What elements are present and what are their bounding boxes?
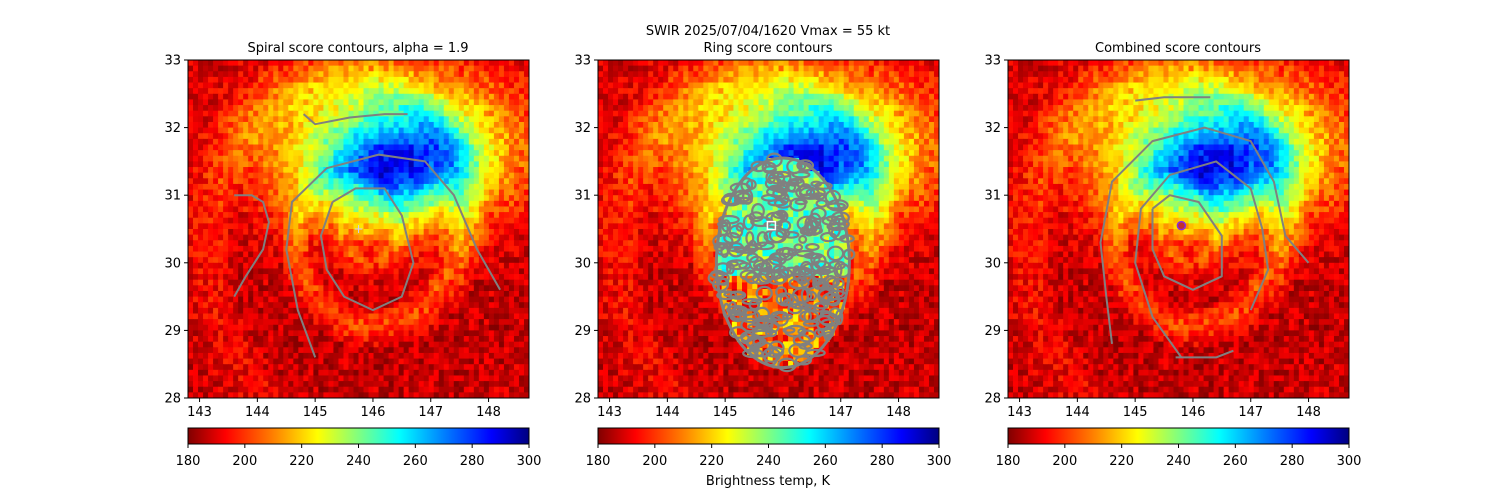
- x-tick-label: 148: [476, 405, 501, 420]
- tick-group: 143 144 145 146 147 148 28 29 30 31 32 33: [984, 54, 1321, 421]
- y-tick-label: 32: [574, 121, 591, 136]
- colorbar-tick-label: 220: [289, 454, 314, 469]
- y-tick-label: 30: [164, 256, 181, 271]
- colorbar-tick-label: 180: [176, 454, 201, 469]
- y-tick-label: 28: [574, 392, 591, 407]
- y-tick-label: 32: [164, 121, 181, 136]
- y-tick-label: 30: [984, 256, 1001, 271]
- x-tick-label: 146: [361, 405, 386, 420]
- colorbar-tick-label: 180: [586, 454, 611, 469]
- ring-score-region: [707, 152, 856, 373]
- x-tick-label: 148: [1296, 405, 1321, 420]
- x-tick-label: 148: [886, 405, 911, 420]
- colorbar-tick-label: 240: [756, 454, 781, 469]
- colorbar: 180 200 220 240 260 280 300: [996, 427, 1362, 469]
- score-contour: [1135, 96, 1211, 102]
- tick-group: 143 144 145 146 147 148 28 29 30 31 32 33: [574, 54, 911, 421]
- score-contour: [302, 113, 408, 126]
- plot-area: [1008, 60, 1349, 398]
- score-contour: [233, 194, 270, 298]
- figure-suptitle: SWIR 2025/07/04/1620 Vmax = 55 kt: [646, 24, 890, 39]
- y-tick-label: 31: [984, 189, 1001, 204]
- colorbar-tick-label: 240: [346, 454, 371, 469]
- colorbar-tick-label: 180: [996, 454, 1021, 469]
- x-tick-label: 147: [418, 405, 443, 420]
- panel-title: Ring score contours: [703, 41, 832, 56]
- center-marker: [1176, 220, 1187, 231]
- colorbar-tick-label: 300: [1337, 454, 1362, 469]
- y-tick-label: 31: [164, 189, 181, 204]
- tick-group: 143 144 145 146 147 148 28 29 30 31 32 33: [164, 54, 501, 421]
- center-marker: [766, 220, 777, 231]
- y-tick-label: 32: [984, 121, 1001, 136]
- colorbar-ticks: 180 200 220 240 260 280 300: [176, 444, 542, 469]
- x-tick-label: 147: [1238, 405, 1263, 420]
- panel-spiral: Spiral score contours, alpha = 1.9 + 143…: [164, 41, 541, 469]
- colorbar-gradient: [597, 427, 940, 445]
- colorbar-ticks: 180 200 220 240 260 280 300: [996, 444, 1362, 469]
- colorbar-tick-label: 280: [870, 454, 895, 469]
- y-tick-label: 28: [164, 392, 181, 407]
- colorbar-tick-label: 240: [1166, 454, 1191, 469]
- colorbar-gradient: [1007, 427, 1350, 445]
- x-tick-label: 144: [655, 405, 680, 420]
- colorbar-tick-label: 300: [927, 454, 952, 469]
- colorbar-tick-label: 200: [642, 454, 667, 469]
- y-tick-label: 28: [984, 392, 1001, 407]
- axes-frame: [1007, 59, 1350, 399]
- panel-combined: Combined score contours 143 144 145 146 147 1…: [984, 41, 1361, 469]
- y-tick-label: 30: [574, 256, 591, 271]
- plot-area: [598, 60, 939, 398]
- x-tick-label: 144: [245, 405, 270, 420]
- x-tick-label: 143: [187, 405, 212, 420]
- score-contour: [1151, 194, 1223, 291]
- x-tick-label: 145: [1123, 405, 1148, 420]
- colorbar-tick-label: 220: [699, 454, 724, 469]
- x-tick-label: 146: [1181, 405, 1206, 420]
- y-tick-label: 29: [574, 324, 591, 339]
- x-tick-label: 146: [771, 405, 796, 420]
- x-tick-label: 147: [828, 405, 853, 420]
- colorbar-tick-label: 200: [1052, 454, 1077, 469]
- x-tick-label: 145: [713, 405, 738, 420]
- score-contour: [1099, 126, 1310, 345]
- colorbar-tick-label: 300: [517, 454, 542, 469]
- score-contour: [285, 153, 501, 358]
- colorbar-tick-label: 260: [813, 454, 838, 469]
- colorbar-tick-label: 280: [1280, 454, 1305, 469]
- score-contour: [1134, 160, 1270, 358]
- colorbar-gradient: [187, 427, 530, 445]
- score-contour: [319, 187, 415, 312]
- colorbar-tick-label: 260: [403, 454, 428, 469]
- panel-ring: Ring score contours 143 144 145 146 147 148 28…: [574, 41, 951, 489]
- score-contour: [1175, 349, 1234, 359]
- y-tick-label: 29: [984, 324, 1001, 339]
- y-tick-label: 33: [984, 54, 1001, 69]
- x-tick-label: 143: [597, 405, 622, 420]
- y-tick-label: 29: [164, 324, 181, 339]
- axes-frame: [597, 59, 940, 399]
- colorbar: 180 200 220 240 260 280 300 Brightness temp, K: [586, 427, 952, 489]
- panel-title: Combined score contours: [1095, 41, 1261, 56]
- colorbar-tick-label: 200: [232, 454, 257, 469]
- axes-frame: [187, 59, 530, 399]
- x-tick-label: 144: [1065, 405, 1090, 420]
- colorbar-tick-label: 220: [1109, 454, 1134, 469]
- y-tick-label: 33: [164, 54, 181, 69]
- colorbar-label: Brightness temp, K: [706, 474, 831, 489]
- x-tick-label: 145: [303, 405, 328, 420]
- panel-title: Spiral score contours, alpha = 1.9: [247, 41, 468, 56]
- y-tick-label: 33: [574, 54, 591, 69]
- plot-area: +: [188, 60, 529, 398]
- y-tick-label: 31: [574, 189, 591, 204]
- brightness-heatmap: [188, 60, 529, 398]
- colorbar-tick-label: 260: [1223, 454, 1248, 469]
- colorbar-tick-label: 280: [460, 454, 485, 469]
- x-tick-label: 143: [1007, 405, 1032, 420]
- colorbar-ticks: 180 200 220 240 260 280 300: [586, 444, 952, 469]
- center-marker: +: [353, 222, 363, 236]
- brightness-heatmap: [1008, 60, 1349, 398]
- colorbar: 180 200 220 240 260 280 300: [176, 427, 542, 469]
